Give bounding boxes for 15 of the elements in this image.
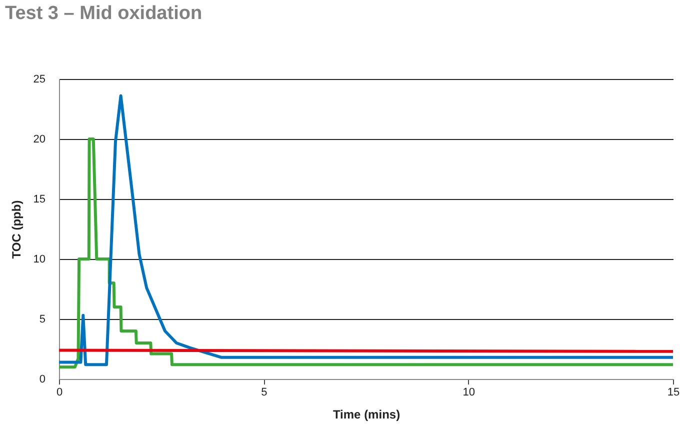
- line-series: [59, 138, 673, 368]
- y-axis-title: TOC (ppb): [9, 200, 24, 259]
- y-tick-label: 5: [39, 314, 46, 326]
- x-tick-label: 15: [667, 386, 680, 398]
- y-tick-label: 20: [33, 134, 46, 146]
- x-tick-label: 0: [56, 386, 63, 398]
- y-tick-label: 15: [33, 194, 46, 206]
- y-tick-label: 25: [33, 74, 46, 86]
- y-tick-label: 0: [39, 374, 46, 386]
- y-tick-label: 10: [33, 254, 46, 266]
- x-tick-label: 10: [462, 386, 475, 398]
- line-series: [59, 94, 673, 366]
- chart-title: Test 3 – Mid oxidation: [5, 3, 202, 24]
- x-tick-label: 5: [261, 386, 268, 398]
- x-axis-title: Time (mins): [332, 408, 400, 422]
